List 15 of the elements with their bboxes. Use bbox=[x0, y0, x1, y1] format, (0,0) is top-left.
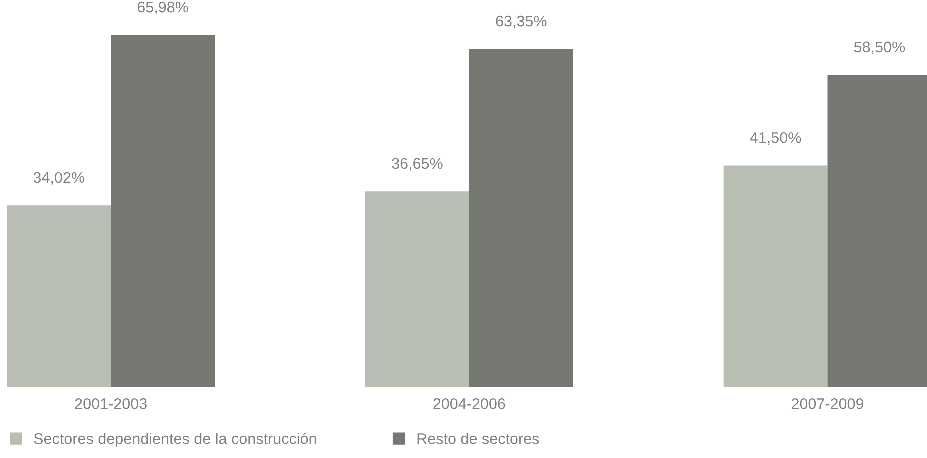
x-tick-label: 2007-2009 bbox=[792, 398, 864, 410]
bar bbox=[365, 192, 470, 387]
data-label: 63,35% bbox=[496, 16, 547, 29]
legend-label: Sectores dependientes de la construcción bbox=[34, 432, 316, 448]
data-label: 36,65% bbox=[392, 158, 443, 171]
bar bbox=[7, 206, 112, 387]
bar bbox=[469, 49, 574, 387]
legend-label: Resto de sectores bbox=[418, 433, 540, 444]
bar bbox=[111, 35, 215, 387]
data-label: 41,50% bbox=[750, 132, 802, 146]
data-label: 34,02% bbox=[34, 172, 84, 185]
x-tick-label: 2001-2003 bbox=[75, 398, 147, 410]
data-label: 65,98% bbox=[138, 2, 188, 15]
x-tick-label: 2004-2006 bbox=[434, 398, 506, 410]
data-label: 58,50% bbox=[854, 42, 906, 54]
